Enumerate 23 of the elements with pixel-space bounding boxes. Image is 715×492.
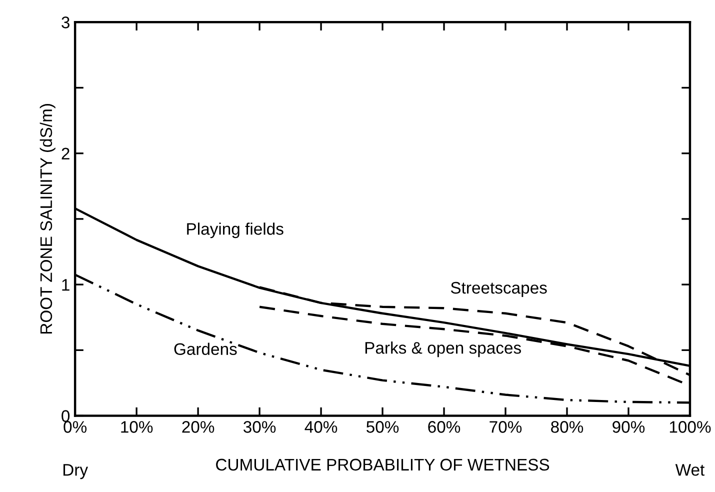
y-tick-label: 2	[62, 148, 70, 160]
series-label: Gardens	[174, 342, 237, 355]
text: Wet	[675, 464, 705, 476]
y-tick-label: 1	[62, 279, 70, 291]
x-tick-label: 80%	[551, 421, 584, 433]
y-tick-label: 0	[62, 410, 70, 422]
x-tick-label: 90%	[612, 421, 645, 433]
x-tick-label: 10%	[121, 421, 153, 433]
x-tick-label: 100%	[670, 421, 711, 433]
y-axis-title: ROOT ZONE SALINITY (dS/m)	[40, 104, 56, 334]
x-tick-label: 20%	[182, 421, 214, 433]
series-label: Streetscapes	[450, 282, 547, 298]
series-label: Playing fields	[187, 222, 284, 238]
series-label: Parks & open spaces	[365, 342, 521, 358]
x-tick-label: 40%	[304, 421, 338, 433]
text: Dry	[63, 464, 88, 480]
x-tick-label: 60%	[428, 421, 460, 433]
y-tick-label: 3	[62, 16, 70, 28]
x-tick-label: 70%	[490, 421, 522, 433]
x-tick-label: 50%	[366, 421, 399, 433]
x-tick-label: 30%	[244, 421, 276, 433]
x-axis-title: CUMULATIVE PROBABILITY OF WETNESS	[216, 458, 550, 471]
x-tick-label: 0%	[64, 421, 87, 433]
